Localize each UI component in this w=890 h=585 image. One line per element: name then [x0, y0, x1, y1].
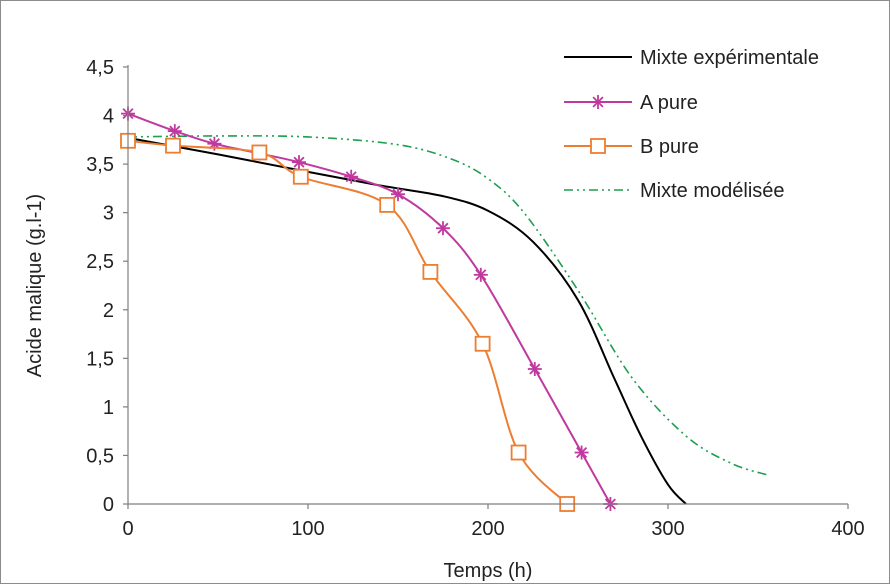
- data-point-b-pure: [292, 168, 309, 185]
- legend-marker: [591, 95, 605, 109]
- y-tick-label: 2,5: [86, 251, 114, 273]
- series-a-pure: [121, 106, 618, 511]
- legend-label: Mixte modélisée: [640, 180, 785, 202]
- data-point-a-pure: [574, 445, 589, 460]
- series-mixte-experimentale: [127, 136, 687, 505]
- data-point-b-pure: [251, 144, 268, 161]
- series-line-b-pure: [127, 139, 568, 505]
- axes-layer: [123, 65, 849, 509]
- series-line-mixte-experimentale: [127, 136, 687, 505]
- y-tick-label: 0: [103, 494, 114, 516]
- x-tick-label: 0: [122, 518, 133, 540]
- y-tick-label: 0,5: [86, 445, 114, 467]
- data-point-b-pure: [165, 137, 181, 154]
- series-layer: [120, 106, 768, 512]
- data-point-a-pure: [473, 267, 488, 282]
- data-point-a-pure: [436, 221, 450, 236]
- x-tick-label: 200: [471, 518, 504, 540]
- data-point-b-pure: [474, 335, 491, 352]
- data-point-b-pure: [510, 444, 527, 461]
- series-mixte-modelisee: [127, 135, 768, 476]
- data-point-b-pure: [379, 196, 396, 213]
- legend-marker: [590, 138, 606, 154]
- y-axis-title: Acide malique (g.l-1): [24, 194, 46, 377]
- series-line-a-pure: [127, 112, 612, 505]
- legend-item-a-pure: A pure: [564, 92, 698, 114]
- y-tick-label: 4: [103, 106, 114, 128]
- x-tick-label: 300: [651, 518, 684, 540]
- y-tick-label: 2: [103, 300, 114, 322]
- y-tick-label: 1: [103, 397, 114, 419]
- x-axis-title: Temps (h): [444, 560, 533, 582]
- y-tick-label: 1,5: [86, 348, 114, 370]
- data-point-a-pure: [167, 124, 182, 139]
- legend-item-mixte-experimentale: Mixte expérimentale: [564, 47, 819, 69]
- series-line-mixte-modelisee: [127, 135, 768, 476]
- x-tick-label: 100: [291, 518, 324, 540]
- legend-label: B pure: [640, 136, 699, 158]
- legend-label: Mixte expérimentale: [640, 47, 819, 69]
- y-tick-label: 3,5: [86, 154, 114, 176]
- y-tick-label: 3: [103, 203, 114, 225]
- series-b-pure: [120, 132, 576, 512]
- data-point-a-pure: [292, 155, 306, 170]
- tick-labels-layer: 0 0,5 1 1,5 2 2,5 3 3,5 4 4,5 0 100 200 300 400: [86, 57, 865, 540]
- legend-label: A pure: [640, 92, 698, 114]
- legend-item-mixte-modelisee: Mixte modélisée: [564, 180, 785, 202]
- data-point-b-pure: [422, 264, 439, 280]
- data-point-a-pure: [344, 169, 359, 184]
- x-tick-label: 400: [831, 518, 864, 540]
- legend: Mixte expérimentale A pure B pure Mixte mod…: [564, 47, 819, 202]
- legend-item-b-pure: B pure: [564, 136, 699, 158]
- y-tick-label: 4,5: [86, 57, 114, 79]
- data-point-a-pure: [527, 362, 542, 377]
